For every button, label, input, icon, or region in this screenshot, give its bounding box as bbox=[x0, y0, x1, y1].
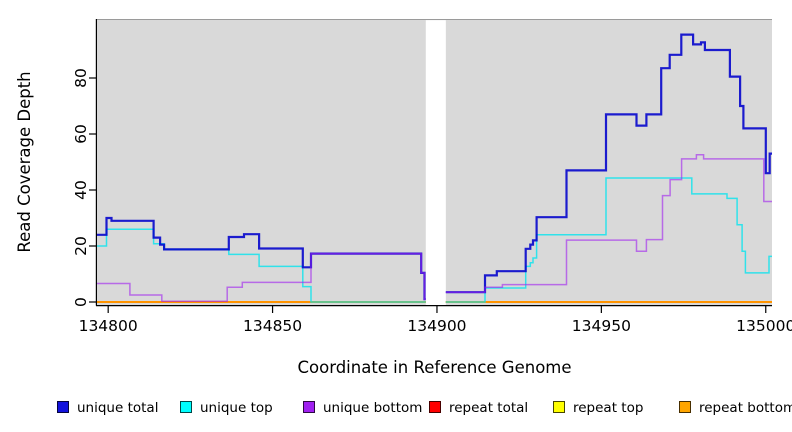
repeat-bottom-swatch-icon bbox=[679, 400, 691, 413]
legend-label: unique total bbox=[77, 399, 159, 416]
x-tick-label: 134900 bbox=[407, 317, 466, 335]
y-tick-label: 0 bbox=[72, 297, 90, 307]
legend-item-unique-bottom: unique bottom bbox=[303, 397, 422, 417]
x-axis: 134800 134850 134900 134950 135000 bbox=[79, 306, 792, 335]
x-axis-title: Coordinate in Reference Genome bbox=[297, 358, 571, 377]
legend-item-repeat-top: repeat top bbox=[553, 397, 643, 417]
legend-label: unique bottom bbox=[323, 399, 423, 416]
y-tick-label: 40 bbox=[72, 180, 90, 200]
unique-total-swatch-icon bbox=[57, 400, 69, 413]
series-lines bbox=[97, 33, 772, 303]
y-axis-title: Read Coverage Depth bbox=[15, 71, 34, 252]
coverage-gap-band bbox=[425, 20, 446, 305]
repeat-top-swatch-icon bbox=[553, 400, 565, 413]
y-tick-label: 80 bbox=[72, 68, 90, 88]
legend-label: repeat top bbox=[573, 399, 644, 416]
y-tick-label: 20 bbox=[72, 236, 90, 256]
unique-top-swatch-icon bbox=[180, 400, 192, 413]
legend-item-repeat-total: repeat total bbox=[429, 397, 528, 417]
legend-item-repeat-bottom: repeat bottom bbox=[679, 397, 792, 417]
legend: unique total unique top unique bottom re… bbox=[0, 397, 792, 421]
legend-item-unique-total: unique total bbox=[57, 397, 158, 417]
x-tick-label: 135000 bbox=[736, 317, 792, 335]
legend-item-unique-top: unique top bbox=[180, 397, 273, 417]
legend-label: repeat bottom bbox=[699, 399, 792, 416]
y-axis: 0 20 40 60 80 bbox=[72, 68, 96, 307]
x-tick-label: 134950 bbox=[572, 317, 631, 335]
repeat-total-swatch-icon bbox=[429, 400, 441, 413]
legend-label: repeat total bbox=[449, 399, 529, 416]
x-tick-label: 134850 bbox=[243, 317, 302, 335]
series-unique-bottom bbox=[97, 153, 772, 302]
unique-bottom-swatch-icon bbox=[303, 400, 315, 413]
y-tick-label: 60 bbox=[72, 124, 90, 144]
x-tick-label: 134800 bbox=[79, 317, 138, 335]
legend-label: unique top bbox=[200, 399, 273, 416]
